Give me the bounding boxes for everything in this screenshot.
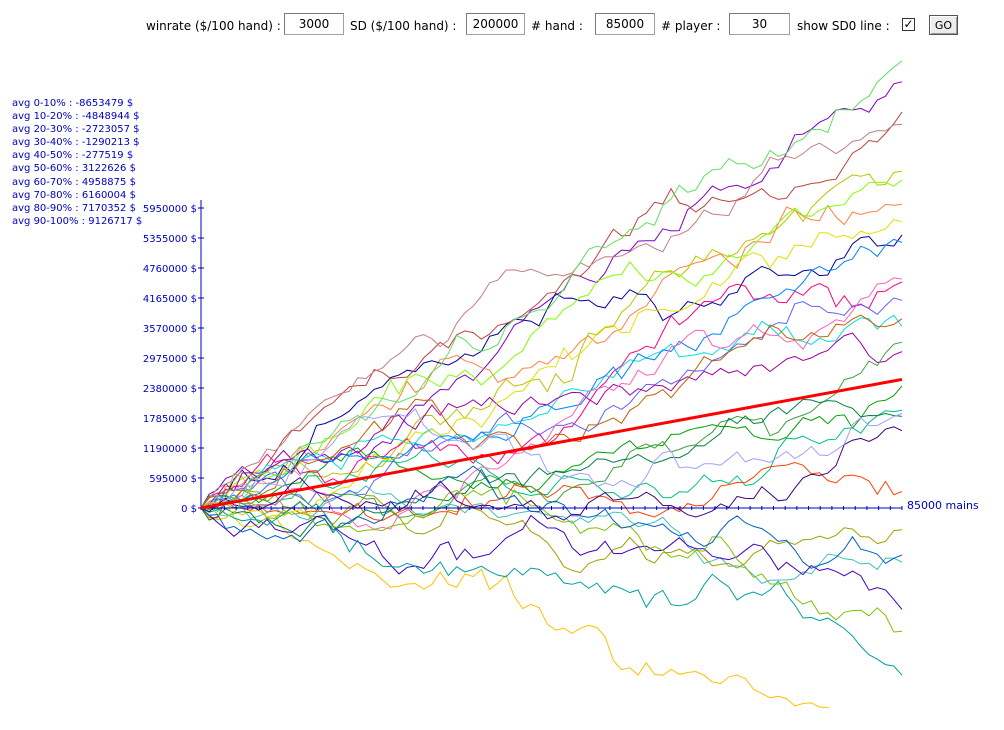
hand-count-input[interactable] [595, 13, 655, 35]
y-tick-label: 5950000 $ [143, 204, 197, 215]
average-row: avg 40-50% : -277519 $ [12, 150, 134, 162]
player-line [201, 179, 903, 509]
player-line [201, 409, 903, 511]
player-line [201, 332, 903, 509]
average-row: avg 80-90% : 7170352 $ [12, 202, 136, 214]
player-line [201, 461, 903, 522]
player-line [201, 219, 903, 528]
winrate-input[interactable] [284, 13, 344, 35]
average-row: avg 50-60% : 3122626 $ [12, 163, 136, 175]
player-line [201, 408, 903, 509]
sd0-expectation-line [200, 377, 903, 510]
player-line [201, 385, 903, 513]
y-tick-label: 2380000 $ [143, 384, 197, 395]
y-tick-label: 1785000 $ [143, 414, 197, 425]
y-tick-label: 4760000 $ [143, 264, 197, 275]
average-row: avg 10-20% : -4848944 $ [12, 111, 140, 123]
hand-count-label: # hand : [531, 19, 583, 33]
y-tick-label: 595000 $ [149, 474, 197, 485]
player-line [201, 234, 903, 509]
player-lines [201, 60, 903, 708]
y-tick-label: 3570000 $ [143, 324, 197, 335]
y-tick-label: 5355000 $ [143, 234, 197, 245]
average-row: avg 70-80% : 6160004 $ [12, 189, 136, 201]
average-row: avg 20-30% : -2723057 $ [12, 124, 140, 136]
player-line [201, 314, 903, 509]
player-line [201, 465, 903, 569]
average-results-list: avg 0-10% : -8653479 $ avg 10-20% : -4848… [12, 97, 142, 228]
player-line [201, 507, 903, 610]
y-tick-label: 2975000 $ [143, 354, 197, 365]
average-row: avg 90-100% : 9126717 $ [12, 215, 143, 227]
average-row: avg 60-70% : 4958875 $ [12, 176, 136, 188]
player-line [201, 203, 903, 509]
sd-input[interactable] [466, 13, 525, 35]
sd0-line-label: show SD0 line : [797, 19, 890, 33]
player-line [201, 341, 903, 518]
player-line [201, 297, 903, 509]
player-line [201, 507, 830, 708]
average-row: avg 0-10% : -8653479 $ [12, 98, 134, 109]
player-line [201, 238, 903, 510]
player-line [201, 281, 903, 509]
player-line [201, 170, 903, 510]
player-line [201, 487, 903, 633]
y-tick-label: 4165000 $ [143, 294, 197, 305]
x-axis-label: 85000 mains [907, 499, 979, 512]
player-line [201, 111, 903, 509]
y-tick-label: 1190000 $ [143, 444, 197, 455]
winrate-label: winrate ($/100 hand) : [146, 19, 281, 33]
average-row: avg 30-40% : -1290213 $ [12, 137, 140, 149]
player-line [201, 277, 903, 530]
player-line [201, 501, 903, 676]
y-tick-label: 0 $ [181, 504, 197, 515]
go-button[interactable]: GO [929, 15, 958, 35]
sd0-line-checkbox[interactable]: ✓ [902, 17, 915, 31]
player-line [201, 60, 903, 517]
player-line [201, 81, 903, 509]
sd-label: SD ($/100 hand) : [350, 19, 457, 33]
player-count-input[interactable] [729, 13, 790, 35]
player-line [201, 426, 903, 521]
player-line [201, 123, 903, 509]
player-count-label: # player : [661, 19, 721, 33]
